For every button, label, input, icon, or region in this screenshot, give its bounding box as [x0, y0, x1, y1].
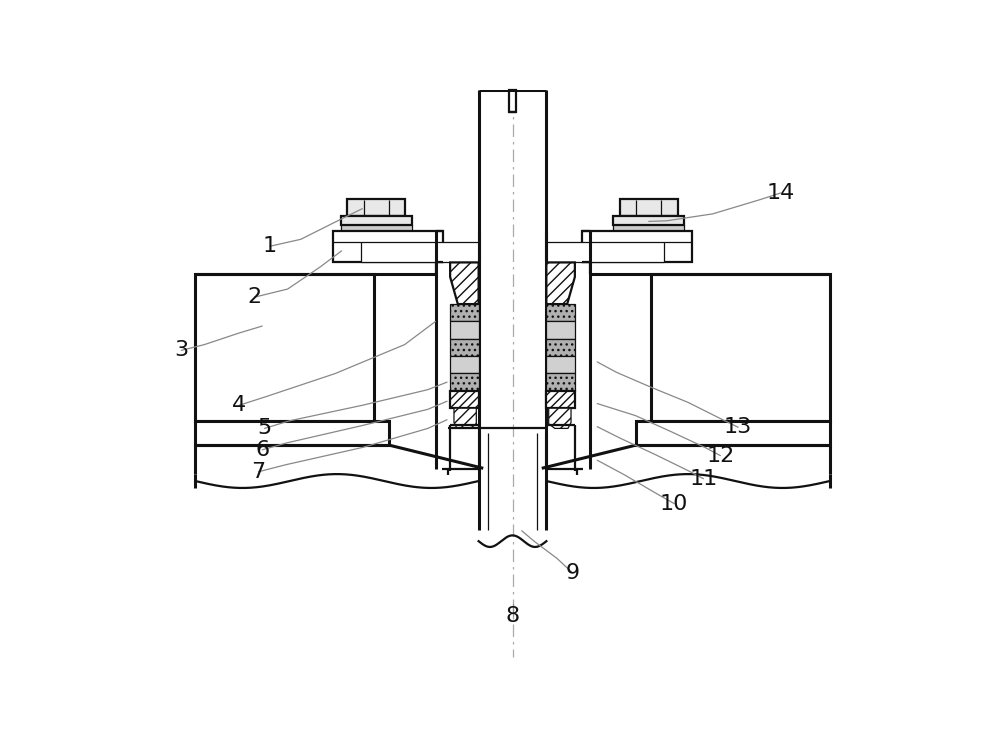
Text: 7: 7 — [251, 462, 265, 482]
Text: 12: 12 — [706, 445, 735, 466]
Bar — [450, 356, 479, 373]
Bar — [613, 216, 684, 225]
Bar — [546, 242, 664, 262]
Bar — [546, 373, 575, 391]
Bar — [450, 391, 479, 409]
Bar — [546, 356, 575, 373]
Bar — [195, 421, 389, 445]
Text: 4: 4 — [232, 395, 246, 415]
Bar — [450, 321, 479, 339]
Bar — [341, 225, 412, 231]
Text: 6: 6 — [255, 440, 269, 460]
Text: 13: 13 — [724, 418, 752, 437]
Bar — [620, 199, 678, 216]
Text: 9: 9 — [565, 563, 580, 583]
Polygon shape — [450, 262, 479, 304]
Polygon shape — [549, 409, 571, 428]
Bar — [546, 321, 575, 339]
Bar — [546, 339, 575, 356]
Bar — [347, 199, 405, 216]
Text: 14: 14 — [766, 183, 795, 203]
Bar — [613, 225, 684, 231]
Bar — [509, 90, 516, 112]
Text: 8: 8 — [505, 606, 520, 626]
Polygon shape — [454, 409, 476, 428]
Bar — [450, 304, 479, 321]
Bar — [361, 242, 479, 262]
Polygon shape — [546, 262, 575, 304]
Bar — [450, 339, 479, 356]
Text: 1: 1 — [263, 237, 277, 256]
Text: 10: 10 — [660, 493, 688, 514]
Bar — [582, 231, 692, 262]
Bar — [333, 231, 443, 262]
Text: 2: 2 — [247, 287, 262, 307]
Bar — [636, 421, 830, 445]
Bar — [546, 304, 575, 321]
Bar — [341, 216, 412, 225]
Text: 3: 3 — [174, 340, 188, 360]
Bar — [195, 274, 374, 421]
Bar — [450, 373, 479, 391]
Text: 11: 11 — [689, 469, 718, 489]
Bar — [651, 274, 830, 421]
Text: 5: 5 — [257, 418, 272, 439]
Bar — [546, 391, 575, 409]
